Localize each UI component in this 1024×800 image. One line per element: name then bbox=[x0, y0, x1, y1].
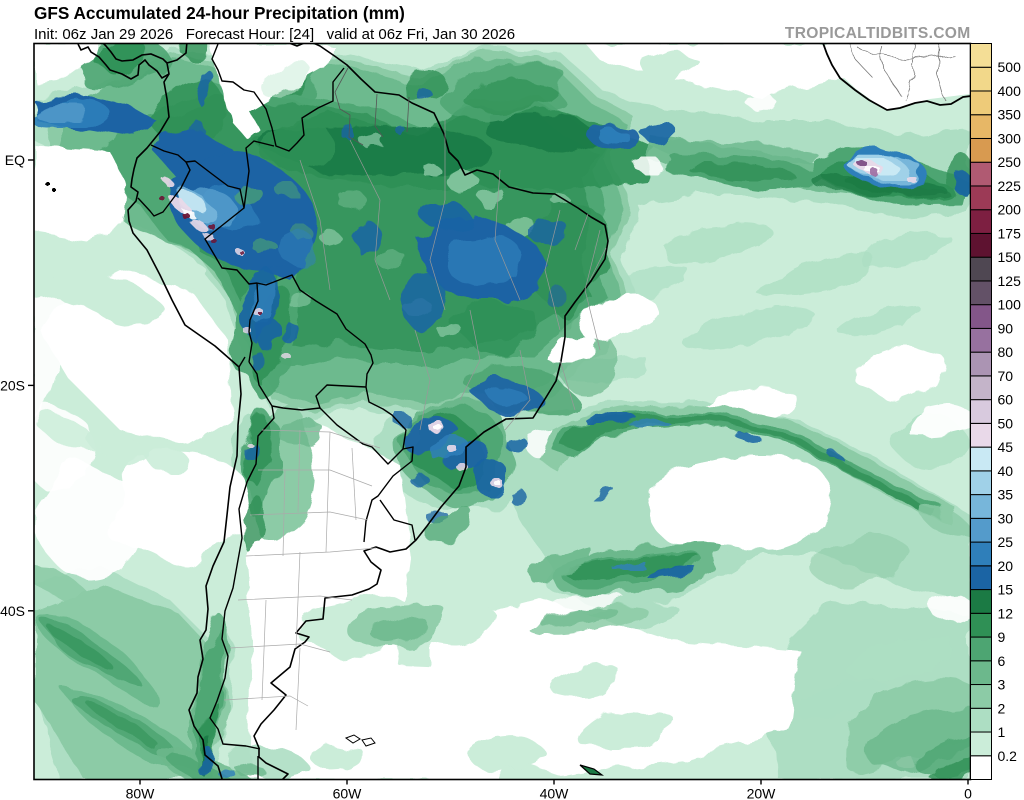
svg-text:20S: 20S bbox=[0, 377, 25, 393]
svg-text:125: 125 bbox=[998, 273, 1022, 289]
svg-text:20: 20 bbox=[998, 558, 1014, 574]
svg-text:150: 150 bbox=[998, 249, 1022, 265]
svg-text:1: 1 bbox=[998, 724, 1006, 740]
svg-text:25: 25 bbox=[998, 534, 1014, 550]
svg-text:300: 300 bbox=[998, 131, 1022, 147]
svg-text:Init: 06z Jan 29 2026 Foreca: Init: 06z Jan 29 2026 Forecast Hour: [24… bbox=[34, 26, 515, 43]
svg-text:15: 15 bbox=[998, 582, 1014, 598]
svg-text:40S: 40S bbox=[0, 603, 25, 619]
svg-text:70: 70 bbox=[998, 368, 1014, 384]
svg-text:60: 60 bbox=[998, 392, 1014, 408]
svg-text:3: 3 bbox=[998, 677, 1006, 693]
svg-text:EQ: EQ bbox=[5, 152, 25, 168]
svg-text:225: 225 bbox=[998, 178, 1022, 194]
svg-text:45: 45 bbox=[998, 439, 1014, 455]
svg-text:400: 400 bbox=[998, 83, 1022, 99]
svg-text:35: 35 bbox=[998, 487, 1014, 503]
svg-text:250: 250 bbox=[998, 154, 1022, 170]
svg-text:2: 2 bbox=[998, 700, 1006, 716]
svg-text:30: 30 bbox=[998, 510, 1014, 526]
svg-text:40W: 40W bbox=[540, 786, 570, 800]
svg-text:80: 80 bbox=[998, 344, 1014, 360]
svg-text:TROPICALTIDBITS.COM: TROPICALTIDBITS.COM bbox=[785, 25, 971, 42]
svg-text:200: 200 bbox=[998, 202, 1022, 218]
svg-text:500: 500 bbox=[998, 59, 1022, 75]
svg-text:0: 0 bbox=[964, 786, 972, 800]
svg-text:40: 40 bbox=[998, 463, 1014, 479]
svg-text:175: 175 bbox=[998, 225, 1022, 241]
svg-text:350: 350 bbox=[998, 107, 1022, 123]
svg-text:9: 9 bbox=[998, 629, 1006, 645]
svg-text:50: 50 bbox=[998, 415, 1014, 431]
svg-text:20W: 20W bbox=[747, 786, 777, 800]
svg-text:90: 90 bbox=[998, 320, 1014, 336]
svg-text:6: 6 bbox=[998, 653, 1006, 669]
svg-text:12: 12 bbox=[998, 605, 1014, 621]
svg-text:80W: 80W bbox=[126, 786, 156, 800]
svg-text:GFS Accumulated 24-hour Precip: GFS Accumulated 24-hour Precipitation (m… bbox=[34, 3, 405, 23]
svg-text:60W: 60W bbox=[333, 786, 363, 800]
svg-text:100: 100 bbox=[998, 297, 1022, 313]
svg-text:0.2: 0.2 bbox=[998, 748, 1018, 764]
